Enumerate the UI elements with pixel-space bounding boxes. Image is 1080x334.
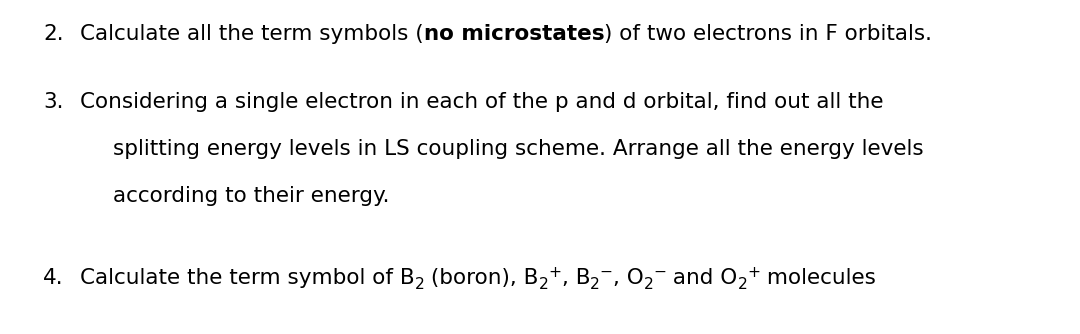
- Text: (boron), B: (boron), B: [424, 268, 539, 288]
- Text: ) of two electrons in F orbitals.: ) of two electrons in F orbitals.: [604, 24, 932, 44]
- Text: , O: , O: [612, 268, 644, 288]
- Text: −: −: [653, 265, 666, 280]
- Text: , B: , B: [562, 268, 590, 288]
- Text: +: +: [549, 265, 562, 280]
- Text: 2: 2: [590, 277, 599, 292]
- Text: Calculate the term symbol of B: Calculate the term symbol of B: [80, 268, 415, 288]
- Text: molecules: molecules: [760, 268, 876, 288]
- Text: Considering a single electron in each of the p and d orbital, find out all the: Considering a single electron in each of…: [80, 92, 883, 112]
- Text: according to their energy.: according to their energy.: [113, 186, 390, 206]
- Text: 3.: 3.: [43, 92, 64, 112]
- Text: 2: 2: [539, 277, 549, 292]
- Text: 2: 2: [415, 277, 424, 292]
- Text: +: +: [747, 265, 760, 280]
- Text: 4.: 4.: [43, 268, 64, 288]
- Text: no microstates: no microstates: [423, 24, 604, 44]
- Text: splitting energy levels in LS coupling scheme. Arrange all the energy levels: splitting energy levels in LS coupling s…: [113, 139, 923, 159]
- Text: Calculate all the term symbols (: Calculate all the term symbols (: [80, 24, 423, 44]
- Text: −: −: [599, 265, 612, 280]
- Text: 2: 2: [644, 277, 653, 292]
- Text: 2.: 2.: [43, 24, 64, 44]
- Text: 2: 2: [738, 277, 747, 292]
- Text: and O: and O: [666, 268, 738, 288]
